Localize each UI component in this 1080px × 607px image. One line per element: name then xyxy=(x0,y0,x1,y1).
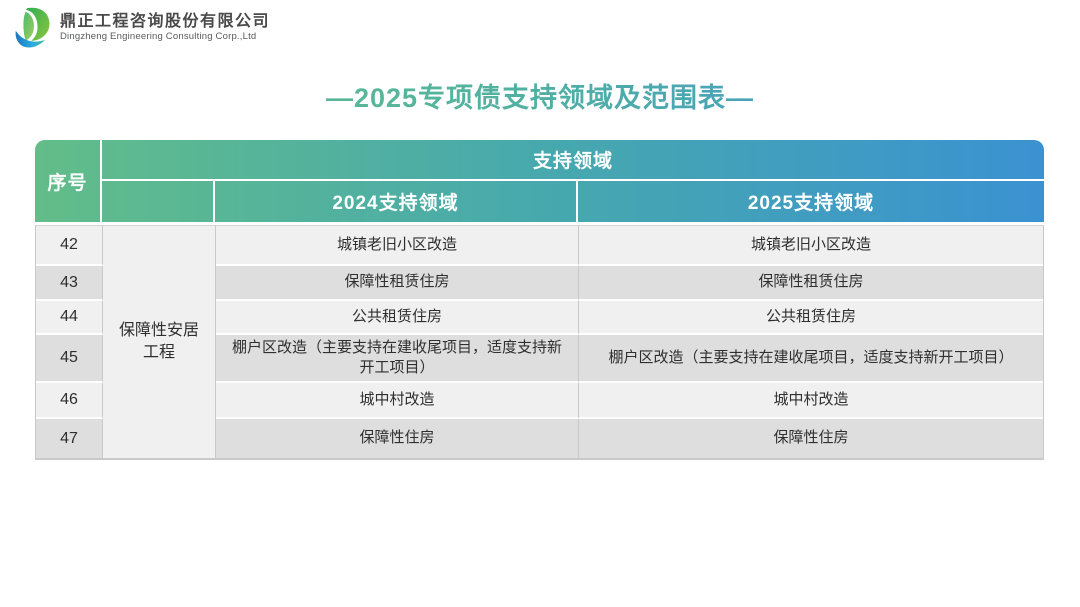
company-logo: 鼎正工程咨询股份有限公司 Dingzheng Engineering Consu… xyxy=(14,6,270,50)
row-42-number: 42 xyxy=(36,226,103,266)
row-44-2025: 公共租赁住房 xyxy=(579,301,1043,335)
row-45-number: 45 xyxy=(36,335,103,383)
row-43-2025: 保障性租赁住房 xyxy=(579,266,1043,301)
table-body: 保障性安居工程 42 城镇老旧小区改造 城镇老旧小区改造 43 保障性租赁住房 … xyxy=(35,225,1044,460)
header-2025-column: 2025支持领域 xyxy=(747,193,875,214)
row-44-2024: 公共租赁住房 xyxy=(216,301,579,335)
logo-text-block: 鼎正工程咨询股份有限公司 Dingzheng Engineering Consu… xyxy=(60,13,270,42)
row-47-number: 47 xyxy=(36,419,103,458)
row-46-2024: 城中村改造 xyxy=(216,383,579,419)
row-47-2025: 保障性住房 xyxy=(579,419,1043,458)
row-45-2024: 棚户区改造（主要支持在建收尾项目，适度支持新开工项目） xyxy=(216,335,579,383)
row-46-number: 46 xyxy=(36,383,103,419)
row-43-number: 43 xyxy=(36,266,103,301)
row-45-2025: 棚户区改造（主要支持在建收尾项目，适度支持新开工项目） xyxy=(579,335,1043,383)
support-areas-table: 序号 支持领域 2024支持领域 2025支持领域 保障性安居工程 42 城镇老… xyxy=(35,140,1044,460)
header-group-support-area: 支持领域 xyxy=(102,140,1044,181)
row-42-2024: 城镇老旧小区改造 xyxy=(216,226,579,266)
company-name-cn: 鼎正工程咨询股份有限公司 xyxy=(60,13,271,31)
company-name-en: Dingzheng Engineering Consulting Corp.,L… xyxy=(60,30,257,42)
header-2024-column: 2024支持领域 xyxy=(215,181,578,222)
row-42-2025: 城镇老旧小区改造 xyxy=(579,226,1043,266)
table-header: 序号 支持领域 2024支持领域 2025支持领域 xyxy=(35,140,1044,222)
category-cell: 保障性安居工程 xyxy=(103,226,216,458)
row-44-number: 44 xyxy=(36,301,103,335)
page-title: —2025专项债支持领域及范围表— xyxy=(0,76,1080,115)
row-46-2025: 城中村改造 xyxy=(579,383,1043,419)
header-empty-cell xyxy=(102,181,215,222)
row-43-2024: 保障性租赁住房 xyxy=(216,266,579,301)
logo-d-icon xyxy=(15,7,50,48)
header-index-column: 序号 xyxy=(35,140,102,222)
row-47-2024: 保障性住房 xyxy=(216,419,579,458)
